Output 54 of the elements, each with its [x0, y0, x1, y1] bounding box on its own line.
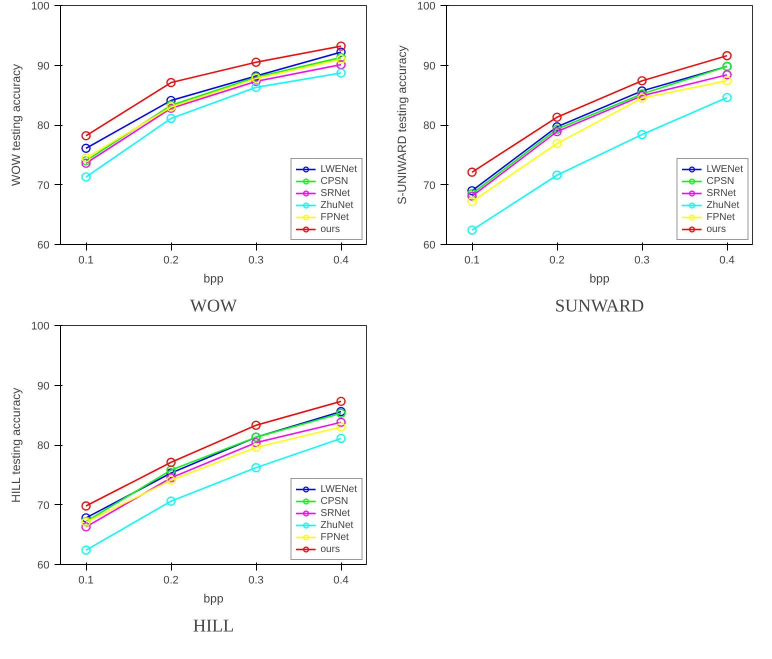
text: HILL [193, 616, 234, 636]
legend-label: LWENet [320, 483, 357, 495]
y-tick-label: 60 [37, 560, 50, 572]
x-tick-label: 0.1 [78, 254, 94, 266]
legend-label: LWENet [320, 163, 357, 175]
x-tick-label: 0.3 [634, 254, 650, 266]
y-tick-label: 80 [423, 120, 436, 132]
text: SUNWARD [554, 296, 644, 316]
x-tick-label: 0.3 [248, 574, 264, 586]
legend-label: ours [706, 223, 726, 235]
x-tick-label: 0.1 [464, 254, 480, 266]
x-tick-label: 0.2 [163, 574, 179, 586]
y-tick-label: 80 [37, 120, 50, 132]
legend-label: CPSN [320, 175, 348, 187]
y-tick-label: 90 [37, 60, 50, 72]
text: WOW [190, 296, 237, 316]
legend-label: FPNet [706, 211, 735, 223]
y-tick-label: 60 [423, 240, 436, 252]
y-tick-label: 60 [37, 240, 50, 252]
legend-label: CPSN [706, 175, 734, 187]
legend-label: CPSN [320, 495, 348, 507]
legend-label: ZhuNet [706, 199, 740, 211]
x-axis-title: bpp [203, 272, 224, 286]
x-tick-label: 0.3 [248, 254, 264, 266]
x-tick-label: 0.4 [333, 254, 349, 266]
legend-label: SRNet [320, 507, 350, 519]
legend-label: SRNet [320, 187, 350, 199]
y-tick-label: 90 [423, 60, 436, 72]
y-tick-label: 100 [417, 0, 436, 12]
legend-label: LWENet [706, 163, 743, 175]
y-tick-label: 70 [423, 180, 436, 192]
x-axis-title: bpp [203, 592, 224, 606]
x-tick-label: 0.4 [333, 574, 349, 586]
y-axis-title: S-UNIWARD testing accuracy [395, 46, 410, 204]
x-tick-label: 0.4 [719, 254, 735, 266]
y-tick-label: 90 [37, 380, 50, 392]
legend-label: ZhuNet [320, 199, 354, 211]
legend-label: FPNet [320, 211, 349, 223]
y-tick-label: 70 [37, 500, 50, 512]
x-axis-title: bpp [589, 272, 610, 286]
legend-label: ZhuNet [320, 519, 354, 531]
x-tick-label: 0.2 [549, 254, 565, 266]
legend-label: FPNet [320, 531, 349, 543]
y-tick-label: 70 [37, 180, 50, 192]
x-tick-label: 0.1 [78, 574, 94, 586]
legend-label: SRNet [706, 187, 736, 199]
legend-label: ours [320, 543, 340, 555]
y-axis-title: WOW testing accuracy [9, 64, 24, 186]
legend-label: ours [320, 223, 340, 235]
y-axis-title: HILL testing accuracy [9, 388, 24, 503]
y-tick-label: 100 [31, 0, 50, 12]
y-tick-label: 80 [37, 440, 50, 452]
x-tick-label: 0.2 [163, 254, 179, 266]
y-tick-label: 100 [31, 320, 50, 332]
